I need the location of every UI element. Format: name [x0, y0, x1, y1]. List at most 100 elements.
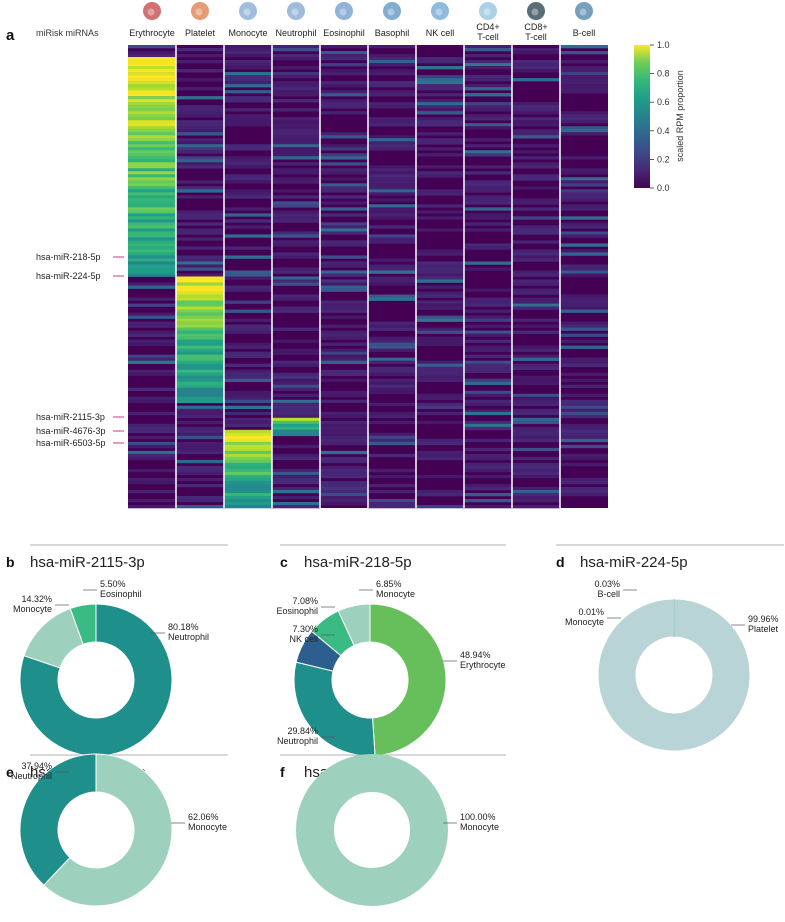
heatmap-cell	[464, 297, 512, 301]
heatmap-cell	[176, 378, 224, 383]
heatmap-cell	[512, 318, 560, 322]
heatmap-cell	[512, 156, 560, 160]
heatmap-cell	[128, 81, 176, 85]
heatmap-cell	[416, 276, 464, 280]
heatmap-cell	[560, 183, 608, 187]
heatmap-cell	[368, 147, 416, 151]
heatmap-cell	[176, 339, 224, 343]
heatmap-cell	[512, 399, 560, 404]
heatmap-cell	[560, 405, 608, 410]
donut-title: hsa-miR-224-5p	[580, 554, 688, 571]
heatmap-cell	[176, 312, 224, 316]
heatmap-cell	[512, 135, 560, 139]
heatmap-cell	[416, 75, 464, 79]
heatmap-cell	[176, 48, 224, 52]
heatmap-cell	[176, 408, 224, 413]
heatmap-cell	[176, 375, 224, 380]
heatmap-cell	[272, 81, 320, 85]
slice-label: Eosinophil	[276, 606, 318, 616]
heatmap-cell	[128, 147, 176, 151]
heatmap-cell	[368, 270, 416, 274]
heatmap-cell	[416, 327, 464, 331]
heatmap-cell	[464, 483, 512, 488]
heatmap-cell	[368, 93, 416, 97]
heatmap-cell	[368, 186, 416, 190]
heatmap-cell	[512, 468, 560, 473]
heatmap-cell	[368, 102, 416, 106]
heatmap-cell	[320, 171, 368, 175]
heatmap-cell	[368, 204, 416, 208]
heatmap-cell	[176, 387, 224, 392]
heatmap-cell	[368, 210, 416, 214]
heatmap-cell	[128, 96, 176, 100]
heatmap-cell	[560, 84, 608, 88]
heatmap-cell	[464, 366, 512, 371]
heatmap-cell	[560, 456, 608, 461]
heatmap-cell	[512, 198, 560, 202]
heatmap-cell	[512, 78, 560, 82]
heatmap-cell	[176, 273, 224, 277]
heatmap-cell	[368, 207, 416, 211]
heatmap-cell	[272, 75, 320, 79]
heatmap-cell	[368, 189, 416, 193]
heatmap-cell	[224, 123, 272, 127]
heatmap-cell	[320, 261, 368, 265]
heatmap-cell	[176, 444, 224, 449]
heatmap-cell	[464, 474, 512, 479]
heatmap-cell	[224, 411, 272, 416]
heatmap-cell	[560, 414, 608, 419]
heatmap-cell	[272, 234, 320, 238]
column-labels: Erythrocyte Platelet Monocyte Neutrophil Eos…	[129, 22, 595, 42]
heatmap-cell	[560, 438, 608, 443]
heatmap-cell	[224, 390, 272, 395]
heatmap-cell	[224, 345, 272, 349]
heatmap-cell	[272, 150, 320, 154]
heatmap-cell	[224, 354, 272, 358]
heatmap-cell	[272, 489, 320, 494]
heatmap-cell	[416, 267, 464, 271]
heatmap-cell	[416, 102, 464, 106]
heatmap-cell	[560, 372, 608, 377]
heatmap-cell	[560, 393, 608, 398]
heatmap-cell	[320, 168, 368, 172]
heatmap-cell	[128, 312, 176, 316]
heatmap-cell	[368, 69, 416, 73]
heatmap-cell	[176, 294, 224, 298]
heatmap-cell	[176, 450, 224, 455]
slice-percent: 14.32%	[21, 594, 52, 604]
heatmap-cell	[416, 147, 464, 151]
heatmap-cell	[512, 150, 560, 154]
heatmap-cell	[224, 444, 272, 449]
heatmap-cell	[224, 489, 272, 494]
heatmap-cell	[128, 210, 176, 214]
heatmap-cell	[416, 60, 464, 64]
heatmap-cell	[416, 204, 464, 208]
heatmap-cell	[128, 396, 176, 401]
heatmap-cell	[512, 417, 560, 422]
heatmap-cell	[368, 144, 416, 148]
heatmap-cell	[464, 261, 512, 265]
heatmap-cell	[320, 315, 368, 319]
heatmap	[128, 45, 608, 509]
heatmap-cell	[560, 453, 608, 458]
heatmap-cell	[320, 222, 368, 226]
heatmap-cell	[176, 369, 224, 374]
heatmap-cell	[560, 177, 608, 181]
heatmap-cell	[128, 216, 176, 220]
heatmap-cell	[320, 255, 368, 259]
heatmap-cell	[224, 375, 272, 380]
colorbar-tick-label: 0.6	[657, 97, 670, 107]
heatmap-cell	[464, 360, 512, 364]
heatmap-cell	[272, 180, 320, 184]
heatmap-cell	[176, 345, 224, 349]
donut-slice	[43, 753, 173, 907]
heatmap-cell	[512, 252, 560, 256]
heatmap-cell	[416, 123, 464, 127]
heatmap-cell	[464, 390, 512, 395]
heatmap-cell	[464, 45, 512, 49]
heatmap-cell	[224, 90, 272, 94]
heatmap-cell	[272, 384, 320, 389]
heatmap-cell	[272, 429, 320, 434]
heatmap-cell	[320, 144, 368, 148]
heatmap-cell	[320, 72, 368, 76]
